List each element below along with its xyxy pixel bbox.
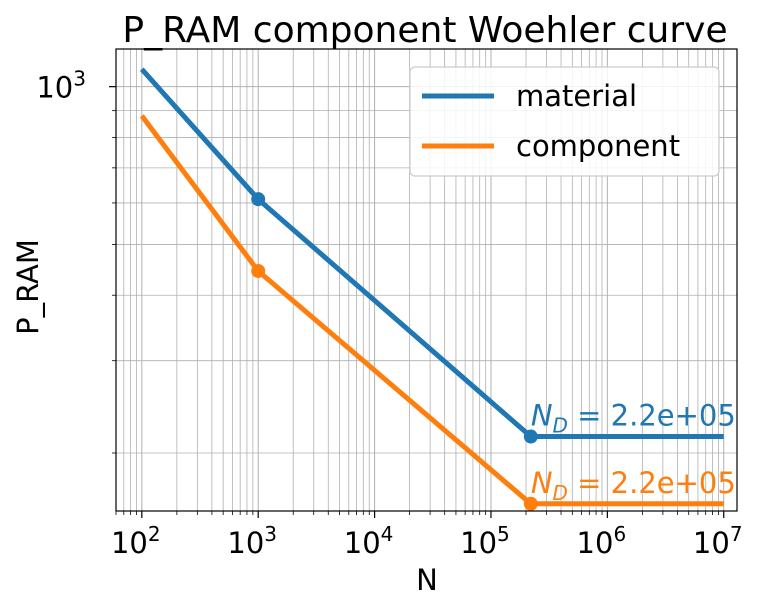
x-tick-label: 106 bbox=[577, 522, 627, 560]
legend-label-material: material bbox=[516, 79, 637, 113]
x-tick-label: 105 bbox=[460, 522, 510, 560]
x-tick-label: 103 bbox=[227, 522, 277, 560]
series-point-component bbox=[251, 263, 266, 278]
x-tick-label: 102 bbox=[111, 522, 161, 560]
plot-frame bbox=[115, 48, 738, 512]
y-tick-label: 103 bbox=[36, 67, 86, 105]
tick-marks bbox=[109, 86, 725, 518]
series-layer bbox=[139, 67, 724, 511]
series-point-material bbox=[251, 192, 266, 207]
x-tick-label: 104 bbox=[344, 522, 394, 560]
series-line-material bbox=[139, 67, 724, 439]
x-tick-labels: 102 103 104 105 106 107 bbox=[111, 522, 743, 560]
nd-annotation-component: ND = 2.2e+05 bbox=[531, 466, 736, 505]
legend: material component bbox=[409, 66, 720, 177]
series-point-material bbox=[523, 429, 538, 444]
y-axis-label: P_RAM bbox=[11, 239, 45, 335]
x-tick-label: 107 bbox=[693, 522, 743, 560]
series-point-component bbox=[523, 496, 538, 511]
annotations: ND = 2.2e+05 ND = 2.2e+05 bbox=[531, 399, 736, 505]
nd-annotation-material: ND = 2.2e+05 bbox=[531, 399, 736, 438]
chart-title: P_RAM component Woehler curve bbox=[122, 10, 727, 51]
legend-label-component: component bbox=[516, 129, 680, 163]
x-axis-label: N bbox=[416, 563, 438, 597]
series-line-component bbox=[139, 114, 724, 507]
y-tick-labels: 103 bbox=[36, 67, 86, 105]
